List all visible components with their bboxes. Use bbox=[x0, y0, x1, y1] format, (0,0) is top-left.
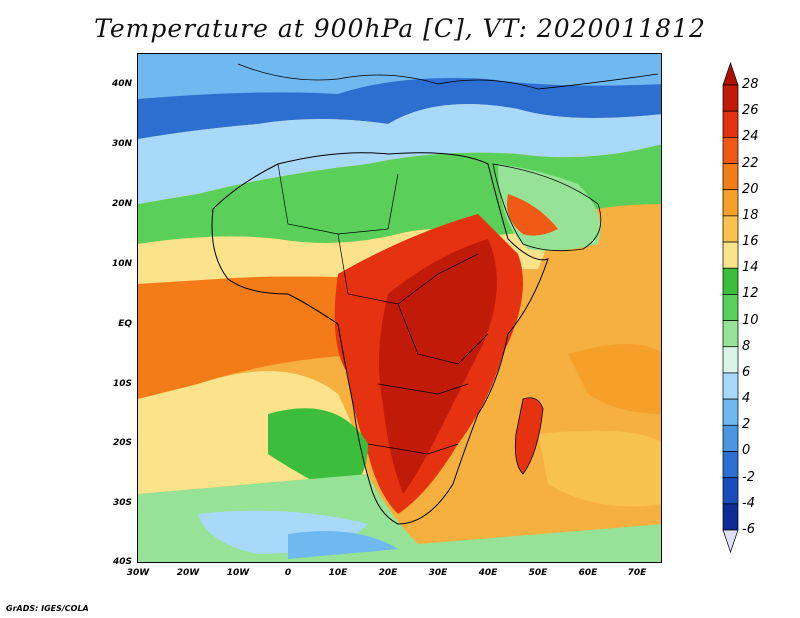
lat-label: 40S bbox=[112, 557, 132, 567]
map-panel bbox=[137, 53, 662, 563]
lon-label: 70E bbox=[627, 568, 647, 578]
lon-label: 40E bbox=[478, 568, 498, 578]
lon-label: 10E bbox=[328, 568, 348, 578]
colorbar-label: 0 bbox=[742, 443, 751, 459]
colorbar-label: -4 bbox=[742, 495, 755, 511]
lon-label: 0 bbox=[284, 568, 292, 578]
colorbar-box bbox=[722, 215, 739, 243]
colorbar-box bbox=[722, 137, 739, 164]
colorbar-box bbox=[722, 346, 739, 374]
colorbar-label: 20 bbox=[742, 181, 759, 197]
lat-label: 20N bbox=[111, 199, 132, 209]
colorbar-label: 14 bbox=[742, 260, 759, 276]
lat-label: 30S bbox=[112, 498, 132, 508]
colorbar-box bbox=[722, 84, 739, 112]
lat-label: 30N bbox=[111, 139, 132, 149]
colorbar-box bbox=[722, 267, 739, 295]
colorbar-label: 2 bbox=[742, 417, 751, 433]
lon-label: 30W bbox=[126, 568, 150, 578]
colorbar-label: 10 bbox=[742, 312, 759, 328]
colorbar-label: 28 bbox=[742, 77, 759, 92]
lon-label: 20W bbox=[176, 568, 200, 578]
colorbar-label: 8 bbox=[742, 338, 751, 354]
colorbar-label: -6 bbox=[742, 522, 755, 537]
colorbar-over-arrow bbox=[722, 61, 739, 86]
colorbar-label: 24 bbox=[742, 129, 759, 145]
colorbar-label: 26 bbox=[742, 103, 759, 119]
colorbar-label: 18 bbox=[742, 207, 759, 223]
lat-label: 20S bbox=[112, 438, 132, 448]
colorbar-box bbox=[722, 189, 739, 217]
temperature-field bbox=[138, 54, 661, 562]
lon-label: 30E bbox=[428, 568, 448, 578]
colorbar-box bbox=[722, 503, 739, 531]
lat-label: EQ bbox=[118, 319, 132, 329]
colorbar-box bbox=[722, 163, 739, 191]
colorbar-box bbox=[722, 294, 739, 321]
lat-label: 40N bbox=[111, 79, 132, 89]
colorbar-label: 6 bbox=[742, 364, 751, 380]
lon-label: 50E bbox=[528, 568, 548, 578]
lon-label: 60E bbox=[578, 568, 598, 578]
colorbar-label: 22 bbox=[742, 155, 759, 171]
lon-label: 10W bbox=[226, 568, 250, 578]
lat-label: 10S bbox=[112, 379, 132, 389]
colorbar-box bbox=[722, 477, 739, 505]
colorbar-under-arrow bbox=[722, 529, 739, 554]
map-title: Temperature at 900hPa [C], VT: 202001181… bbox=[94, 14, 706, 43]
colorbar-label: 16 bbox=[742, 234, 759, 250]
lat-label: 10N bbox=[111, 259, 132, 269]
colorbar-box bbox=[722, 241, 739, 269]
colorbar-box bbox=[722, 451, 739, 478]
colorbar-box bbox=[722, 372, 739, 400]
colorbar-label: -2 bbox=[742, 469, 755, 485]
colorbar-box bbox=[722, 320, 739, 348]
credit-text: GrADS: IGES/COLA bbox=[6, 604, 89, 613]
colorbar-label: 12 bbox=[742, 286, 759, 302]
colorbar-box bbox=[722, 398, 739, 426]
lon-label: 20E bbox=[378, 568, 398, 578]
colorbar-box bbox=[722, 424, 739, 452]
colorbar-label: 4 bbox=[742, 391, 751, 407]
colorbar-box bbox=[722, 110, 739, 138]
